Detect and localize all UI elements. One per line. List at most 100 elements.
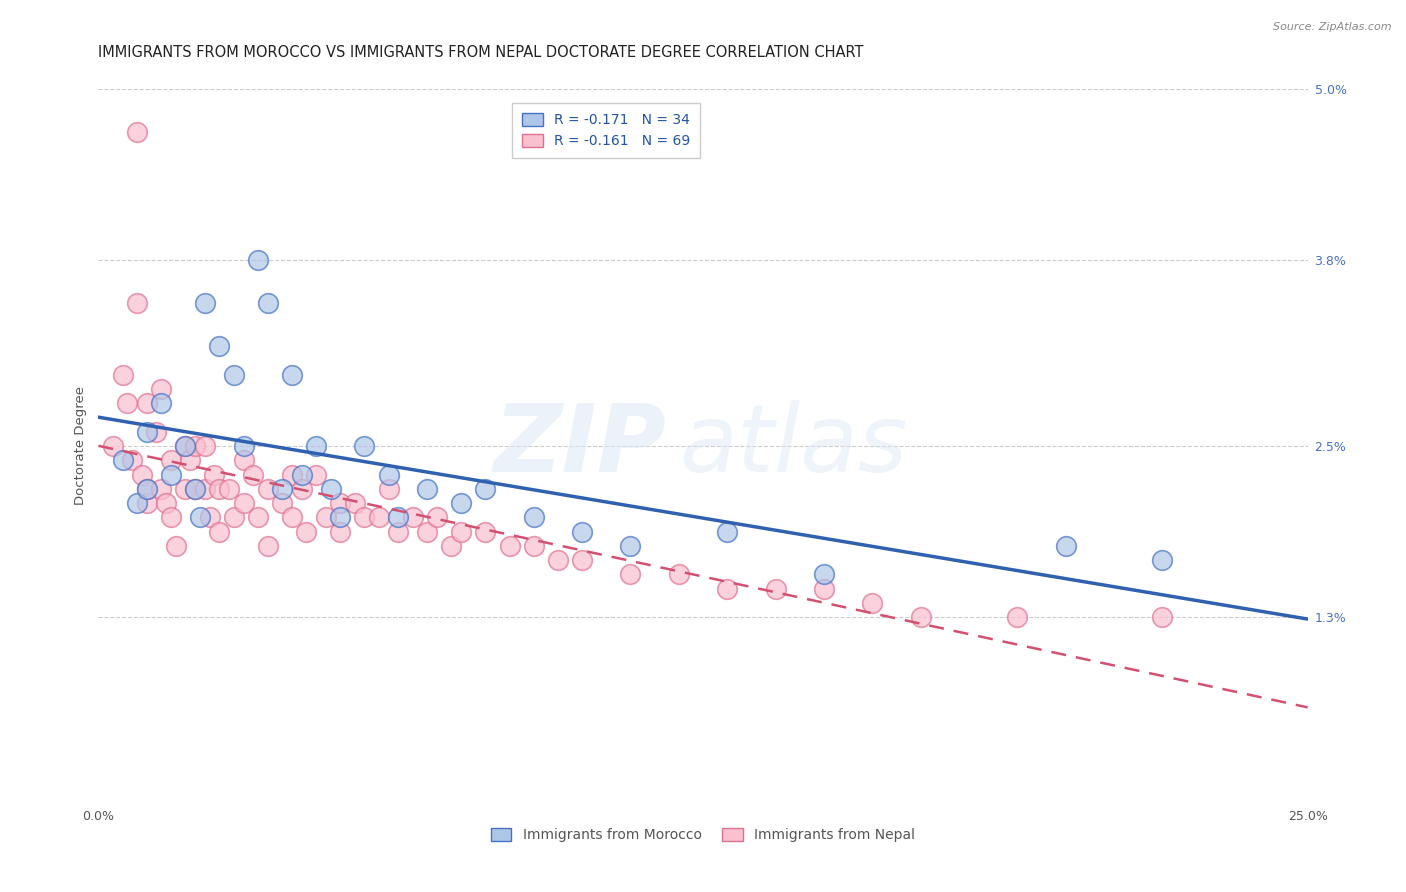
Point	[194, 296, 217, 310]
Point	[208, 339, 231, 353]
Point	[160, 467, 183, 482]
Point	[329, 496, 352, 510]
Point	[440, 539, 463, 553]
Legend: Immigrants from Morocco, Immigrants from Nepal: Immigrants from Morocco, Immigrants from…	[484, 822, 922, 849]
Point	[155, 496, 177, 510]
Point	[135, 496, 157, 510]
Point	[716, 582, 738, 596]
Point	[498, 539, 520, 553]
Point	[416, 524, 439, 539]
Point	[329, 510, 352, 524]
Point	[1007, 610, 1029, 624]
Point	[127, 125, 149, 139]
Point	[910, 610, 932, 624]
Point	[256, 296, 278, 310]
Point	[174, 439, 197, 453]
Point	[402, 510, 425, 524]
Point	[329, 524, 352, 539]
Point	[353, 439, 375, 453]
Point	[174, 439, 197, 453]
Point	[295, 524, 318, 539]
Point	[523, 539, 546, 553]
Point	[271, 496, 294, 510]
Point	[416, 482, 439, 496]
Point	[208, 524, 231, 539]
Point	[222, 510, 245, 524]
Point	[135, 425, 157, 439]
Point	[305, 439, 328, 453]
Point	[668, 567, 690, 582]
Point	[208, 482, 231, 496]
Point	[813, 582, 835, 596]
Point	[222, 368, 245, 382]
Point	[474, 524, 496, 539]
Point	[547, 553, 569, 567]
Point	[121, 453, 143, 467]
Point	[813, 567, 835, 582]
Point	[194, 439, 217, 453]
Point	[194, 482, 217, 496]
Point	[343, 496, 366, 510]
Point	[716, 524, 738, 539]
Point	[474, 482, 496, 496]
Point	[315, 510, 337, 524]
Point	[184, 439, 207, 453]
Point	[135, 482, 157, 496]
Point	[150, 382, 173, 396]
Point	[101, 439, 124, 453]
Point	[271, 482, 294, 496]
Point	[571, 553, 593, 567]
Point	[1152, 553, 1174, 567]
Point	[305, 467, 328, 482]
Point	[198, 510, 221, 524]
Point	[232, 496, 254, 510]
Point	[256, 539, 278, 553]
Point	[619, 567, 641, 582]
Point	[319, 482, 342, 496]
Point	[619, 539, 641, 553]
Text: atlas: atlas	[679, 401, 907, 491]
Point	[377, 482, 399, 496]
Point	[523, 510, 546, 524]
Point	[290, 482, 312, 496]
Point	[450, 524, 472, 539]
Point	[127, 496, 149, 510]
Point	[232, 439, 254, 453]
Point	[188, 510, 211, 524]
Point	[387, 510, 409, 524]
Text: Source: ZipAtlas.com: Source: ZipAtlas.com	[1274, 22, 1392, 32]
Point	[1152, 610, 1174, 624]
Point	[160, 510, 183, 524]
Point	[204, 467, 226, 482]
Point	[127, 296, 149, 310]
Point	[150, 396, 173, 410]
Point	[184, 482, 207, 496]
Y-axis label: Doctorate Degree: Doctorate Degree	[75, 386, 87, 506]
Point	[571, 524, 593, 539]
Point	[135, 396, 157, 410]
Point	[256, 482, 278, 496]
Point	[117, 396, 139, 410]
Point	[765, 582, 787, 596]
Point	[377, 467, 399, 482]
Point	[135, 482, 157, 496]
Point	[160, 453, 183, 467]
Point	[387, 524, 409, 539]
Point	[111, 453, 134, 467]
Point	[184, 482, 207, 496]
Point	[150, 482, 173, 496]
Point	[174, 482, 197, 496]
Point	[111, 368, 134, 382]
Point	[290, 467, 312, 482]
Point	[353, 510, 375, 524]
Point	[179, 453, 201, 467]
Point	[247, 253, 270, 268]
Point	[281, 510, 304, 524]
Point	[368, 510, 391, 524]
Point	[426, 510, 449, 524]
Point	[281, 467, 304, 482]
Text: ZIP: ZIP	[494, 400, 666, 492]
Point	[281, 368, 304, 382]
Point	[145, 425, 167, 439]
Point	[131, 467, 153, 482]
